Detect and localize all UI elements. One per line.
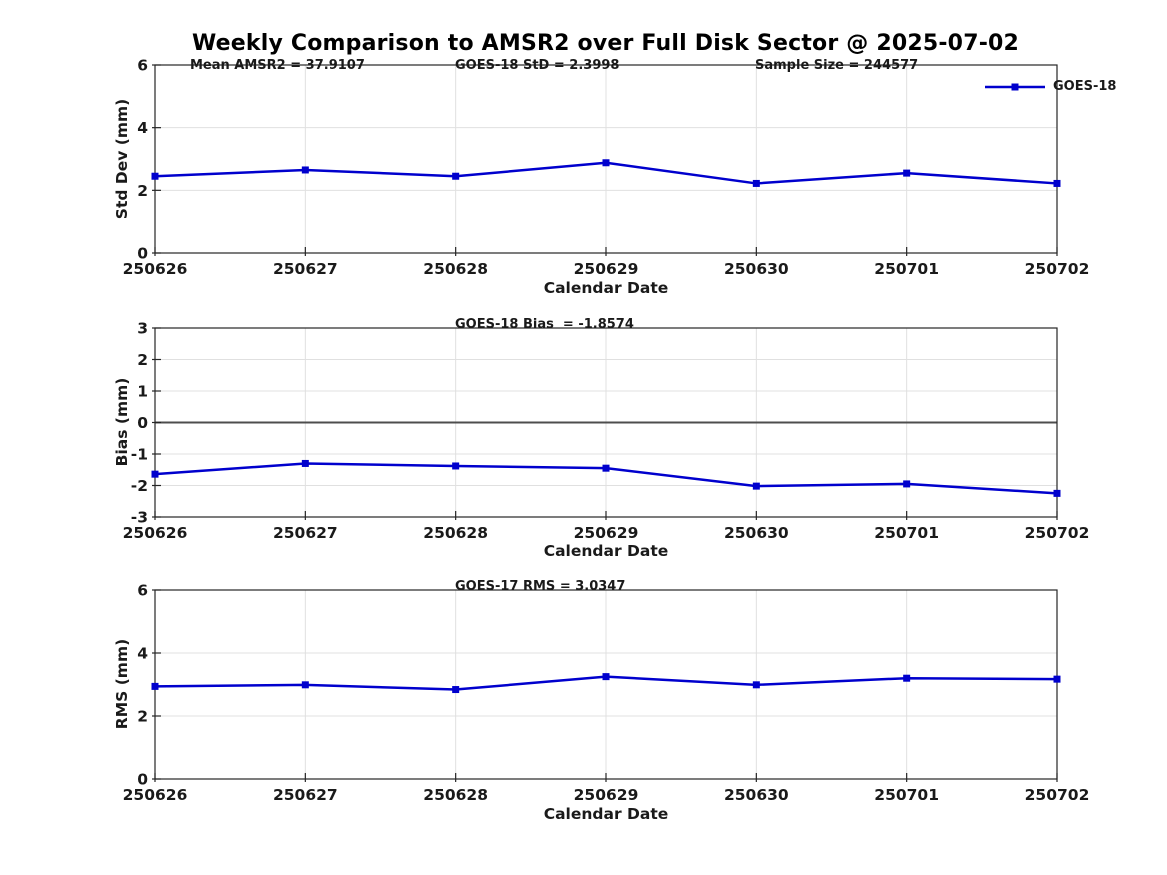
x-tick-label: 250627 (273, 260, 338, 278)
x-tick-label: 250628 (423, 786, 488, 804)
x-tick-label: 250701 (874, 260, 939, 278)
x-tick-label: 250701 (874, 524, 939, 542)
y-tick-label: -2 (131, 477, 148, 495)
data-point-marker (301, 459, 309, 467)
x-tick-label: 250630 (724, 260, 789, 278)
data-point-marker (151, 470, 159, 478)
data-point-marker (301, 166, 309, 174)
data-point-marker (1053, 489, 1061, 497)
data-point-marker (301, 681, 309, 689)
x-tick-label: 250702 (1025, 260, 1090, 278)
data-point-marker (752, 681, 760, 689)
data-point-marker (1053, 179, 1061, 187)
mean-amsr2-annotation: Mean AMSR2 = 37.9107 (190, 58, 365, 73)
data-point-marker (602, 464, 610, 472)
y-tick-label: 0 (137, 771, 148, 789)
legend-line-marker-icon (985, 83, 1045, 90)
x-tick-label: 250629 (574, 260, 639, 278)
data-point-marker (602, 673, 610, 681)
data-point-marker (452, 686, 460, 694)
x-tick-label: 250629 (574, 524, 639, 542)
bias-x-axis-label: Calendar Date (543, 542, 669, 560)
y-tick-label: 4 (137, 645, 148, 663)
y-tick-label: 2 (137, 182, 148, 200)
data-point-marker (903, 674, 911, 682)
y-tick-label: -1 (131, 446, 148, 464)
sample-size-annotation: Sample Size = 244577 (755, 58, 919, 73)
x-tick-label: 250702 (1025, 786, 1090, 804)
figure-title: Weekly Comparison to AMSR2 over Full Dis… (191, 31, 1020, 56)
x-tick-label: 250701 (874, 786, 939, 804)
data-point-marker (1053, 675, 1061, 683)
legend-label: GOES-18 (1053, 79, 1117, 94)
rms-chart: 0 2 4 6 250626 250627 250628 250629 250630 250701… (123, 582, 1090, 805)
x-tick-label: 250627 (273, 786, 338, 804)
y-tick-label: 0 (137, 245, 148, 263)
stddev-x-axis-label: Calendar Date (543, 279, 669, 297)
x-tick-label: 250628 (423, 524, 488, 542)
y-tick-label: 6 (137, 582, 148, 600)
data-point-marker (452, 172, 460, 180)
y-tick-label: 0 (137, 414, 148, 432)
y-tick-label: 2 (137, 351, 148, 369)
bias-chart: -3 -2 -1 0 1 2 3 250626 250627 250628 250629 250630… (123, 320, 1090, 543)
y-tick-label: 2 (137, 708, 148, 726)
legend: GOES-18 (984, 79, 1116, 94)
data-point-marker (452, 462, 460, 470)
y-tick-label: 3 (137, 320, 148, 338)
goes17-rms-annotation: GOES-17 RMS = 3.0347 (455, 579, 626, 594)
y-tick-label: 1 (137, 383, 148, 401)
data-point-marker (151, 172, 159, 180)
x-tick-label: 250630 (724, 786, 789, 804)
x-tick-label: 250702 (1025, 524, 1090, 542)
data-point-marker (752, 179, 760, 187)
goes18-bias-annotation: GOES-18 Bias = -1.8574 (455, 317, 634, 332)
goes18-std-annotation: GOES-18 StD = 2.3998 (455, 58, 620, 73)
y-tick-label: -3 (131, 509, 148, 527)
x-tick-label: 250627 (273, 524, 338, 542)
x-tick-label: 250628 (423, 260, 488, 278)
data-point-marker (752, 482, 760, 490)
x-tick-label: 250626 (123, 260, 188, 278)
stddev-chart: 0 2 4 6 250626 250627 250628 250629 250630 250701… (123, 57, 1090, 279)
y-tick-label: 6 (137, 57, 148, 75)
x-tick-label: 250626 (123, 524, 188, 542)
data-point-marker (151, 682, 159, 690)
x-tick-label: 250630 (724, 524, 789, 542)
data-point-marker (903, 480, 911, 488)
y-tick-label: 4 (137, 119, 148, 137)
data-point-marker (602, 159, 610, 167)
data-point-marker (903, 169, 911, 177)
x-tick-label: 250629 (574, 786, 639, 804)
rms-x-axis-label: Calendar Date (543, 805, 669, 823)
x-tick-label: 250626 (123, 786, 188, 804)
